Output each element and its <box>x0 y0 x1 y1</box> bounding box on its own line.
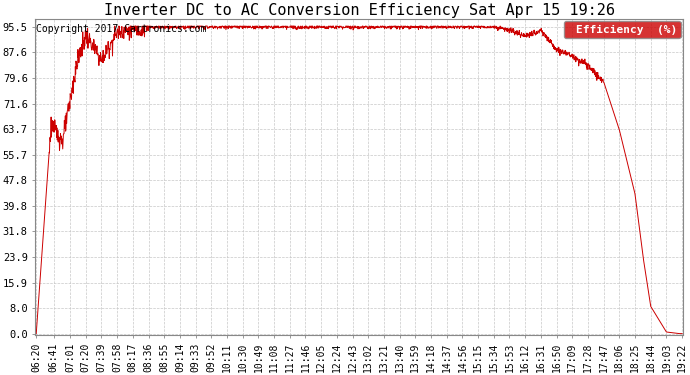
Title: Inverter DC to AC Conversion Efficiency Sat Apr 15 19:26: Inverter DC to AC Conversion Efficiency … <box>104 3 615 18</box>
Text: Copyright 2017 Cartronics.com: Copyright 2017 Cartronics.com <box>36 24 206 34</box>
Legend: Efficiency  (%): Efficiency (%) <box>564 21 680 38</box>
